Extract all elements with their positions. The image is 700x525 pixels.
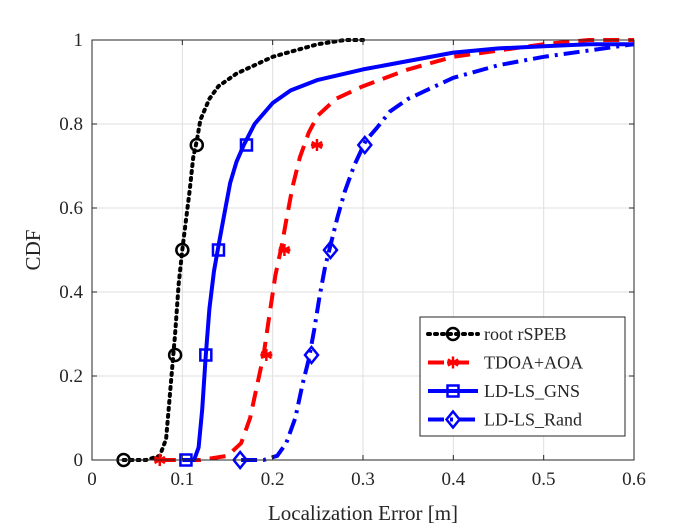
legend-marker-ld-ls-rand (444, 409, 462, 430)
x-tick-label: 0 (87, 469, 97, 490)
y-axis-label: CDF (21, 230, 45, 271)
x-tick-label: 0.5 (532, 469, 556, 490)
series-tdoa-aoa (153, 38, 634, 466)
data-point-root-rspeb (167, 347, 183, 363)
series-line-ld-ls-gns (182, 42, 634, 462)
legend-label-root-rspeb: root rSPEB (484, 324, 567, 344)
data-point-root-rspeb (175, 242, 190, 258)
data-point-ld-ls-rand-shape (232, 450, 249, 470)
series-ld-ls-rand (232, 42, 635, 470)
data-point-ld-ls-rand (356, 135, 373, 155)
legend: root rSPEB TDOA+AOA LD-LS_GNS LD-LS_Rand (419, 316, 626, 437)
legend-label-tdoa-aoa: TDOA+AOA (484, 353, 583, 373)
x-tick-label: 0.3 (351, 469, 375, 490)
data-point-ld-ls-rand (303, 345, 320, 365)
y-tick-label: 0.8 (59, 114, 83, 135)
data-point-tdoa-aoa (278, 244, 291, 256)
data-point-ld-ls-gns-shape (211, 243, 226, 257)
series-line-tdoa-aoa (159, 38, 634, 462)
y-tick-label: 0.4 (59, 282, 83, 303)
series-line-root-rspeb (121, 38, 365, 462)
data-point-ld-ls-gns (199, 348, 213, 362)
data-point-tdoa-aoa (260, 349, 273, 361)
legend-marker-ld-ls-gns (446, 384, 460, 398)
axes: 0 0.1 0.2 0.3 0.4 0.5 0.6 0 0.2 0.4 0.6 0.8 1 (59, 30, 646, 490)
data-point-ld-ls-rand-shape (303, 345, 320, 365)
y-tick-label: 0.2 (59, 366, 83, 387)
data-point-ld-ls-rand (322, 240, 339, 260)
data-point-tdoa-aoa (310, 139, 323, 151)
x-tick-label: 0.1 (170, 469, 194, 490)
y-tick-label: 1 (74, 30, 84, 51)
data-point-ld-ls-gns-shape (239, 138, 254, 152)
data-point-ld-ls-gns (211, 243, 226, 257)
data-point-root-rspeb-shape (167, 347, 183, 363)
x-tick-label: 0.6 (622, 469, 646, 490)
series-layer (116, 38, 635, 470)
data-point-ld-ls-rand (232, 450, 249, 470)
legend-label-ld-ls-gns: LD-LS_GNS (484, 381, 580, 401)
data-point-ld-ls-gns (239, 138, 254, 152)
series-ld-ls-gns (179, 42, 634, 467)
data-point-root-rspeb-shape (175, 242, 190, 258)
series-line-ld-ls-rand (241, 42, 635, 462)
legend-marker-ld-ls-gns-shape (446, 384, 460, 398)
legend-marker-tdoa-aoa (447, 356, 459, 369)
legend-marker-ld-ls-rand-shape (444, 409, 462, 430)
legend-label-ld-ls-rand: LD-LS_Rand (484, 410, 582, 430)
y-tick-label: 0 (74, 450, 84, 471)
x-tick-label: 0.2 (261, 469, 285, 490)
data-point-ld-ls-rand-shape (356, 135, 373, 155)
data-point-ld-ls-gns-shape (199, 348, 213, 362)
legend-box (419, 316, 626, 437)
x-tick-label: 0.4 (441, 469, 465, 490)
data-point-root-rspeb-shape (189, 137, 205, 153)
legend-marker-root-rspeb (445, 326, 461, 342)
legend-marker-root-rspeb-shape (445, 326, 461, 342)
y-tick-label: 0.6 (59, 198, 83, 219)
data-point-ld-ls-rand-shape (322, 240, 339, 260)
x-axis-label: Localization Error [m] (268, 501, 458, 525)
data-point-root-rspeb (189, 137, 205, 153)
